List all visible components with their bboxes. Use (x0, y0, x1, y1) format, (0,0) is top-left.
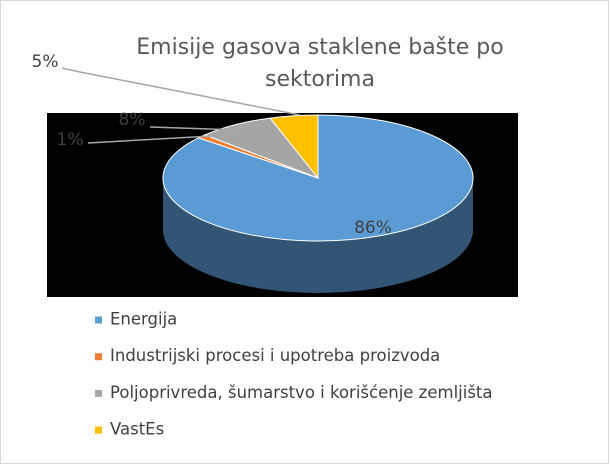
legend-swatch (95, 316, 102, 324)
legend-label: VastEs (110, 420, 164, 439)
data-label: 5% (32, 52, 59, 72)
legend-swatch (95, 389, 102, 397)
legend-swatch (95, 426, 102, 434)
data-label: 86% (354, 218, 392, 238)
data-label: 8% (119, 110, 146, 130)
legend-swatch (95, 353, 102, 361)
chart-title: sektorima (265, 67, 375, 92)
legend-label: Industrijski procesi i upotreba proizvod… (110, 346, 440, 365)
leader-line (87, 135, 213, 144)
leader-line (61, 67, 301, 116)
slice-side (163, 178, 473, 293)
leader-line (149, 126, 241, 131)
slice (269, 114, 319, 180)
chart-title: Emisije gasova staklene bašte po (136, 35, 503, 60)
legend-label: Poljoprivreda, šumarstvo i korišćenje ze… (110, 383, 493, 402)
data-label: 1% (57, 130, 84, 150)
legend-label: Energija (110, 310, 177, 329)
